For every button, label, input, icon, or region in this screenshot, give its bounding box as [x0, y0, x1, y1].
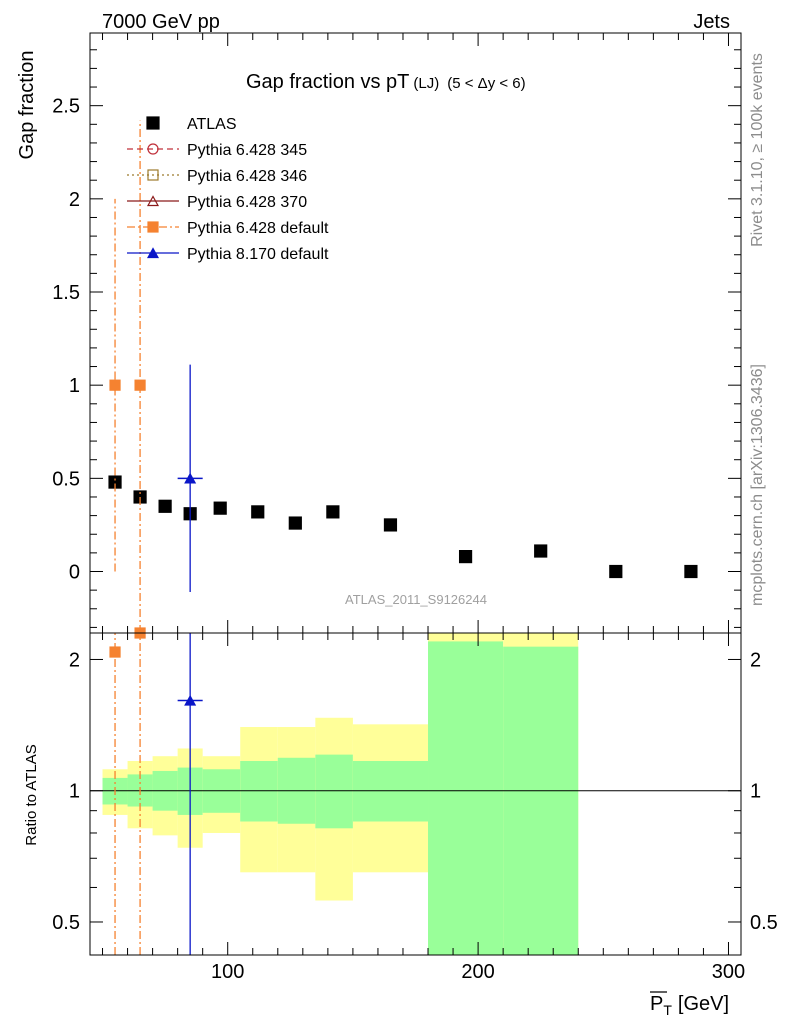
- data-point: [609, 564, 623, 579]
- ratio-point: [184, 694, 197, 706]
- ratio-panel-frame: [89, 632, 742, 956]
- x-axis-label: PT [GeV]: [650, 993, 729, 1018]
- x-label-unit: [GeV]: [678, 993, 729, 1015]
- data-point: [184, 472, 197, 484]
- data-point: [109, 379, 121, 391]
- ratio-y-tick-label: 1: [69, 781, 80, 803]
- legend-marker: [147, 169, 159, 181]
- data-point: [288, 516, 302, 530]
- data-point: [684, 564, 698, 579]
- data-point: [134, 379, 146, 391]
- ratio-y-tick-label-right: 2: [750, 649, 761, 671]
- axis-ticks: 100 200 300 0 0.5 1 1.5 2 2.5 0.5 0.5 1 1 2 2: [52, 33, 778, 983]
- plot-title: Gap fraction vs pT (LJ) (5 < Δy < 6): [246, 71, 526, 93]
- y-tick-label: 1: [69, 375, 80, 397]
- header-left: 7000 GeV pp: [102, 11, 220, 33]
- ratio-y-axis-label: Ratio to ATLAS: [23, 744, 40, 845]
- data-point: [383, 518, 398, 532]
- ratio-y-tick-label-right: 1: [750, 781, 761, 803]
- legend-label: Pythia 8.170 default: [187, 246, 329, 263]
- data-markers: [108, 120, 698, 955]
- legend-label: ATLAS: [187, 116, 237, 133]
- legend-marker: [146, 195, 160, 207]
- ratio-y-tick-label-right: 0.5: [750, 912, 778, 934]
- data-point: [251, 505, 265, 519]
- y-tick-label: 1.5: [52, 282, 80, 304]
- ratio-uncertainty-bands: [102, 633, 579, 955]
- data-point: [458, 550, 473, 564]
- legend-marker: [146, 247, 160, 259]
- title-main: Gap fraction vs pT: [246, 71, 409, 93]
- analysis-label: ATLAS_2011_S9126244: [345, 592, 487, 607]
- x-label-sub: T: [663, 1002, 672, 1018]
- y-tick-label: 0: [69, 562, 80, 584]
- x-tick-label: 300: [712, 961, 745, 983]
- stat-uncertainty-band: [315, 754, 353, 829]
- x-tick-label: 100: [211, 961, 244, 983]
- legend-label: Pythia 6.428 370: [187, 194, 307, 211]
- legend-marker: [146, 116, 160, 130]
- ratio-y-tick-label: 0.5: [52, 912, 80, 934]
- legend-label: Pythia 6.428 default: [187, 220, 329, 237]
- ratio-y-tick-label: 2: [69, 649, 80, 671]
- data-point: [158, 499, 172, 513]
- data-point: [213, 501, 227, 515]
- data-point: [534, 544, 548, 558]
- legend-marker: [147, 221, 159, 233]
- stat-uncertainty-band: [503, 646, 579, 955]
- rivet-label: Rivet 3.1.10, ≥ 100k events: [749, 53, 766, 247]
- stat-uncertainty-band: [428, 641, 504, 955]
- legend-label: Pythia 6.428 345: [187, 142, 307, 159]
- legend: ATLAS Pythia 6.428 345 Pythia 6.428 346 Pyt…: [127, 116, 329, 263]
- legend-label: Pythia 6.428 346: [187, 168, 307, 185]
- y-axis-label: Gap fraction: [16, 51, 38, 160]
- y-tick-label: 2: [69, 189, 80, 211]
- x-label-p: P: [650, 993, 663, 1015]
- legend-marker: [147, 143, 159, 155]
- ratio-point: [109, 646, 121, 658]
- stat-uncertainty-band: [352, 760, 429, 822]
- header-right: Jets: [693, 11, 730, 33]
- title-sub-dy: (5 < Δy < 6): [447, 75, 525, 92]
- title-sub-lj: (LJ): [413, 75, 439, 92]
- stat-uncertainty-band: [240, 760, 278, 822]
- mcplots-label: mcplots.cern.ch [arXiv:1306.3436]: [749, 364, 766, 606]
- y-tick-label: 0.5: [52, 468, 80, 490]
- y-tick-label: 2.5: [52, 96, 80, 118]
- x-tick-label: 200: [461, 961, 494, 983]
- data-point: [326, 505, 340, 519]
